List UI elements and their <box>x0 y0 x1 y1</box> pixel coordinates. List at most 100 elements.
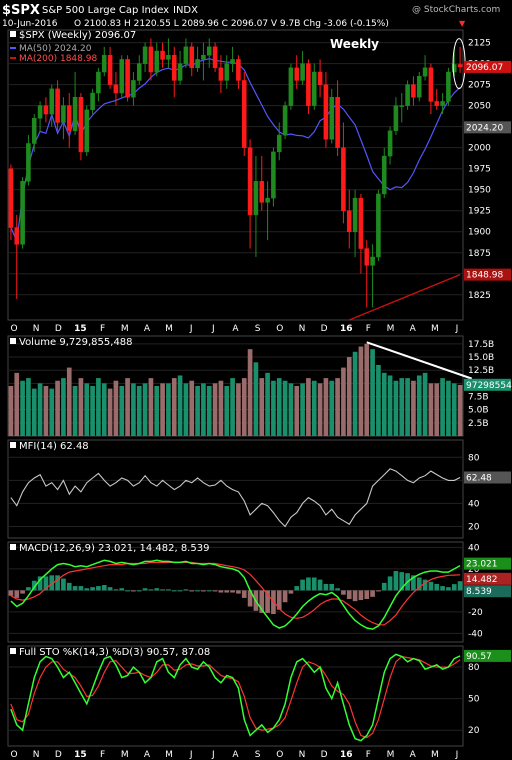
macd-histogram-bar <box>72 586 78 591</box>
x-axis-label-bottom: A <box>232 750 239 760</box>
candle-body <box>72 96 78 132</box>
macd-histogram-bar <box>195 590 200 592</box>
macd-histogram-bar <box>329 583 335 591</box>
candle-body <box>55 88 60 123</box>
volume-bar <box>387 375 393 436</box>
mfi-legend-marker <box>10 442 16 448</box>
chart-title: Weekly <box>330 37 379 51</box>
macd-histogram-bar <box>166 589 171 591</box>
candle-body <box>148 46 154 73</box>
volume-bar <box>440 378 445 436</box>
candle-body <box>259 181 265 203</box>
macd-hist-last-value-tag <box>464 585 511 598</box>
candle-body <box>236 59 241 81</box>
macd-histogram-bar <box>8 590 14 596</box>
index-name: S&P 500 Large Cap Index <box>42 5 169 16</box>
price-y-tick-label: 1975 <box>468 165 491 175</box>
volume-y-tick-label: 2.5B <box>468 419 489 429</box>
volume-bar <box>72 386 78 436</box>
volume-y-tick-label: 5.0B <box>468 406 489 416</box>
volume-bar <box>265 372 270 436</box>
macd-legend-marker <box>10 544 16 550</box>
macd-histogram-bar <box>61 578 66 591</box>
macd-histogram-bar <box>177 590 183 592</box>
volume-y-tick-label: 15.0B <box>468 353 494 363</box>
candle-body <box>49 88 55 115</box>
x-axis-label-bottom: O <box>10 750 17 760</box>
x-axis-label: F <box>100 324 105 334</box>
volume-y-tick-label: 12.5B <box>468 366 494 376</box>
volume-bar <box>31 388 37 436</box>
candle-body <box>358 197 364 249</box>
macd-histogram-bar <box>212 590 218 592</box>
macd-histogram-bar <box>84 588 90 591</box>
macd-histogram-bar <box>311 577 317 591</box>
volume-bar <box>399 378 405 436</box>
x-axis-label-bottom: 15 <box>74 750 87 760</box>
volume-bar <box>230 378 235 436</box>
macd-signal-last-value: 14.482 <box>466 575 498 585</box>
sto-legend: Full STO %K(14,3) %D(3) 90.57, 87.08 <box>19 647 210 658</box>
volume-bar <box>8 386 14 436</box>
volume-bar <box>166 383 171 436</box>
x-axis-label-bottom: J <box>211 750 215 760</box>
macd-histogram-bar <box>259 590 265 613</box>
x-axis-label-bottom: F <box>100 750 105 760</box>
macd-histogram-bar <box>171 590 177 592</box>
macd-histogram-bar <box>376 590 381 592</box>
macd-histogram-bar <box>14 590 20 598</box>
down-arrow-icon: ▼ <box>459 19 466 28</box>
candle-body <box>125 59 130 98</box>
macd-histogram-bar <box>370 590 375 597</box>
sto-k-last-value: 90.57 <box>466 652 492 662</box>
x-axis-label: N <box>33 324 40 334</box>
x-axis-label-bottom: A <box>144 750 151 760</box>
volume-bar <box>416 375 422 436</box>
candle-body <box>136 63 142 81</box>
macd-histogram-bar <box>96 586 101 591</box>
candle-body <box>323 84 329 140</box>
candle-body <box>341 147 346 211</box>
volume-bar <box>107 388 113 436</box>
sto-pane-frame <box>7 645 464 747</box>
x-axis-label: M <box>431 324 439 334</box>
macd-y-tick-label: -40 <box>468 629 483 639</box>
macd-histogram-bar <box>282 590 288 603</box>
macd-histogram-bar <box>317 579 323 591</box>
x-axis-label-bottom: 16 <box>340 750 353 760</box>
ma50-last-value-tag <box>464 121 511 134</box>
volume-bar <box>14 372 20 436</box>
volume-bar <box>271 380 276 436</box>
mfi-last-value: 62.48 <box>466 473 492 483</box>
candle-body <box>428 67 434 102</box>
macd-histogram-bar <box>381 582 387 591</box>
volume-bar <box>236 383 241 436</box>
ma50-last-value: 2024.20 <box>466 123 503 133</box>
symbol-title: $SPX <box>2 3 40 18</box>
mfi-line <box>10 468 461 528</box>
volume-bar <box>206 386 212 436</box>
candle-body <box>247 147 253 216</box>
candle-body <box>183 46 189 64</box>
macd-histogram-bar <box>265 590 270 613</box>
macd-histogram-bar <box>183 589 189 591</box>
price-y-tick-label: 2000 <box>468 144 491 154</box>
x-axis-label-bottom: J <box>189 750 193 760</box>
volume-bar <box>346 357 352 436</box>
candle-body <box>195 59 200 69</box>
ma200-last-value: 1848.98 <box>466 271 503 281</box>
price-y-tick-label: 2075 <box>468 81 491 91</box>
macd-histogram-bar <box>271 590 276 615</box>
volume-bar <box>358 346 364 436</box>
candle-body <box>101 54 107 73</box>
quote-date: 10-Jun-2016 <box>2 19 58 29</box>
exchange-label: INDX <box>173 5 198 16</box>
volume-bar <box>78 378 84 436</box>
sto-legend-marker <box>10 648 16 654</box>
candle-body <box>451 64 457 73</box>
volume-bar <box>341 367 346 436</box>
x-axis-label-bottom: S <box>255 750 261 760</box>
candle-body <box>241 80 247 148</box>
candle-body <box>160 50 165 60</box>
